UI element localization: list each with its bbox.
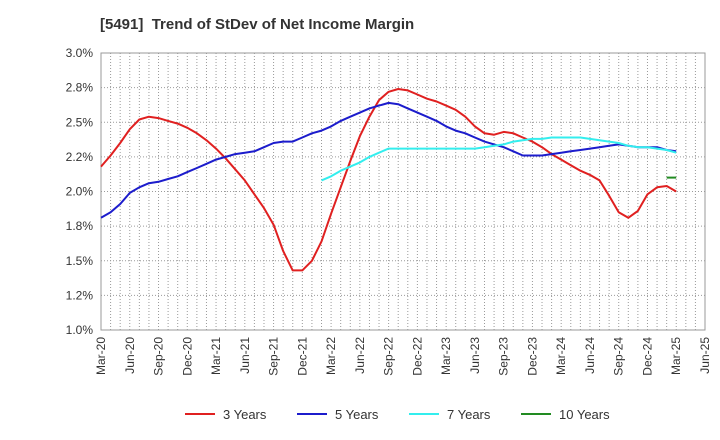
y-tick-label: 1.5%: [66, 254, 94, 268]
x-tick-label: Mar-20: [94, 337, 108, 375]
chart-title: [5491] Trend of StDev of Net Income Marg…: [100, 16, 415, 33]
y-tick-label: 3.0%: [66, 46, 94, 60]
x-tick-label: Sep-22: [382, 337, 396, 376]
legend-label: 10 Years: [559, 407, 610, 422]
x-axis: Mar-20 Jun-20 Sep-20 Dec-20 Mar-21 Jun-21 Sep-…: [94, 337, 712, 376]
legend-label: 7 Years: [447, 407, 491, 422]
y-axis: 1.0% 1.2% 1.5% 1.8% 2.0% 2.2% 2.5% 2.8% 3.0%: [66, 46, 94, 337]
y-tick-label: 2.5%: [66, 115, 94, 129]
x-tick-label: Jun-20: [123, 337, 137, 374]
x-tick-label: Jun-25: [698, 337, 712, 374]
x-tick-label: Mar-21: [209, 337, 223, 375]
x-tick-label: Mar-25: [669, 337, 683, 375]
y-tick-label: 1.2%: [66, 288, 94, 302]
x-tick-label: Dec-22: [410, 337, 424, 376]
series-line-3-years: [100, 88, 677, 272]
y-tick-label: 2.8%: [66, 81, 94, 95]
x-tick-label: Sep-20: [152, 337, 166, 376]
x-tick-label: Jun-21: [238, 337, 252, 374]
y-tick-label: 1.8%: [66, 219, 94, 233]
x-tick-label: Mar-24: [554, 337, 568, 375]
series-line-7-years: [321, 136, 677, 182]
x-tick-label: Jun-24: [583, 337, 597, 374]
x-tick-label: Dec-24: [640, 337, 654, 376]
series-line-5-years: [100, 101, 677, 219]
legend-item-3-years: 3 Years: [185, 407, 267, 422]
x-tick-label: Sep-21: [267, 337, 281, 376]
legend: 3 Years 5 Years 7 Years 10 Years: [185, 407, 610, 422]
y-tick-label: 2.2%: [66, 150, 94, 164]
x-tick-label: Dec-20: [180, 337, 194, 376]
legend-label: 5 Years: [335, 407, 379, 422]
x-tick-label: Jun-23: [468, 337, 482, 374]
legend-label: 3 Years: [223, 407, 267, 422]
x-tick-label: Mar-22: [324, 337, 338, 375]
legend-item-7-years: 7 Years: [409, 407, 491, 422]
x-tick-label: Dec-21: [295, 337, 309, 376]
legend-item-5-years: 5 Years: [297, 407, 379, 422]
legend-item-10-years: 10 Years: [521, 407, 610, 422]
x-tick-label: Mar-23: [439, 337, 453, 375]
y-tick-label: 2.0%: [66, 185, 94, 199]
x-tick-label: Sep-23: [497, 337, 511, 376]
y-tick-label: 1.0%: [66, 323, 94, 337]
x-tick-label: Jun-22: [353, 337, 367, 374]
grid: [101, 52, 705, 331]
x-tick-label: Dec-23: [525, 337, 539, 376]
x-tick-label: Sep-24: [612, 337, 626, 376]
plot-area-frame: [100, 52, 706, 331]
